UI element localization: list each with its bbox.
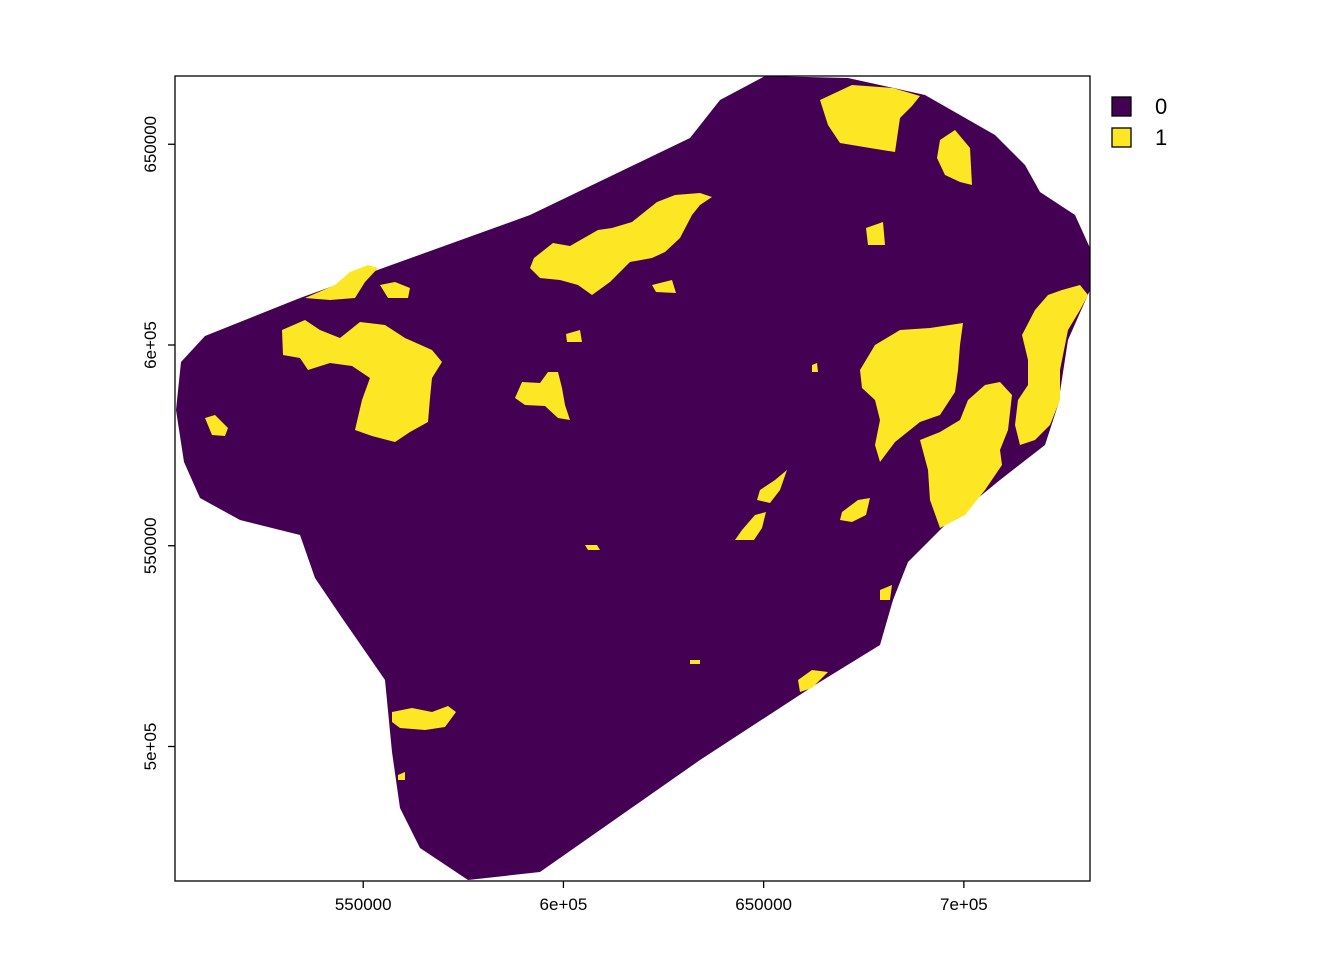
- legend-label-1: 1: [1155, 125, 1167, 150]
- class-1-patch: [735, 512, 766, 540]
- x-tick-label: 550000: [335, 895, 392, 914]
- x-tick-label: 650000: [735, 895, 792, 914]
- class-1-patch: [690, 660, 700, 664]
- legend-swatch-1: [1111, 127, 1132, 148]
- y-tick-label: 650000: [141, 116, 160, 173]
- class-0-region: [176, 76, 1090, 880]
- class-1-patch: [380, 282, 410, 298]
- class-1-patch: [585, 545, 600, 550]
- axes: 550000 6e+05 650000 7e+05 5e+05 550000 6e+05 65…: [141, 116, 988, 914]
- y-tick-label: 6e+05: [141, 321, 160, 369]
- class-1-patch: [652, 280, 676, 293]
- legend-label-0: 0: [1155, 94, 1167, 119]
- class-1-patch: [398, 772, 405, 780]
- plot-frame: [174, 75, 1091, 882]
- class-1-patches: [205, 85, 1088, 780]
- x-tick-label: 7e+05: [940, 895, 988, 914]
- class-1-patch: [820, 85, 920, 152]
- class-1-patch: [566, 330, 582, 342]
- class-1-patch: [282, 320, 442, 442]
- class-1-patch: [757, 470, 787, 503]
- class-1-patch: [937, 130, 972, 185]
- class-1-patch: [530, 193, 712, 295]
- class-1-patch: [305, 265, 378, 300]
- class-1-patch: [840, 498, 870, 522]
- class-1-patch: [798, 670, 828, 692]
- class-1-patch: [880, 585, 892, 600]
- x-tick-label: 6e+05: [540, 895, 588, 914]
- class-1-patch: [860, 323, 963, 462]
- y-tick-label: 550000: [141, 517, 160, 574]
- legend-swatch-0: [1111, 96, 1132, 117]
- class-1-patch: [866, 222, 885, 245]
- class-1-patch: [392, 706, 456, 730]
- legend: 01: [1111, 94, 1167, 150]
- class-1-patch: [205, 415, 228, 436]
- class-1-patch: [1015, 285, 1088, 445]
- class-1-patch: [515, 372, 570, 420]
- class-1-patch: [920, 382, 1012, 528]
- y-tick-label: 5e+05: [141, 723, 160, 771]
- class-1-patch: [812, 363, 818, 372]
